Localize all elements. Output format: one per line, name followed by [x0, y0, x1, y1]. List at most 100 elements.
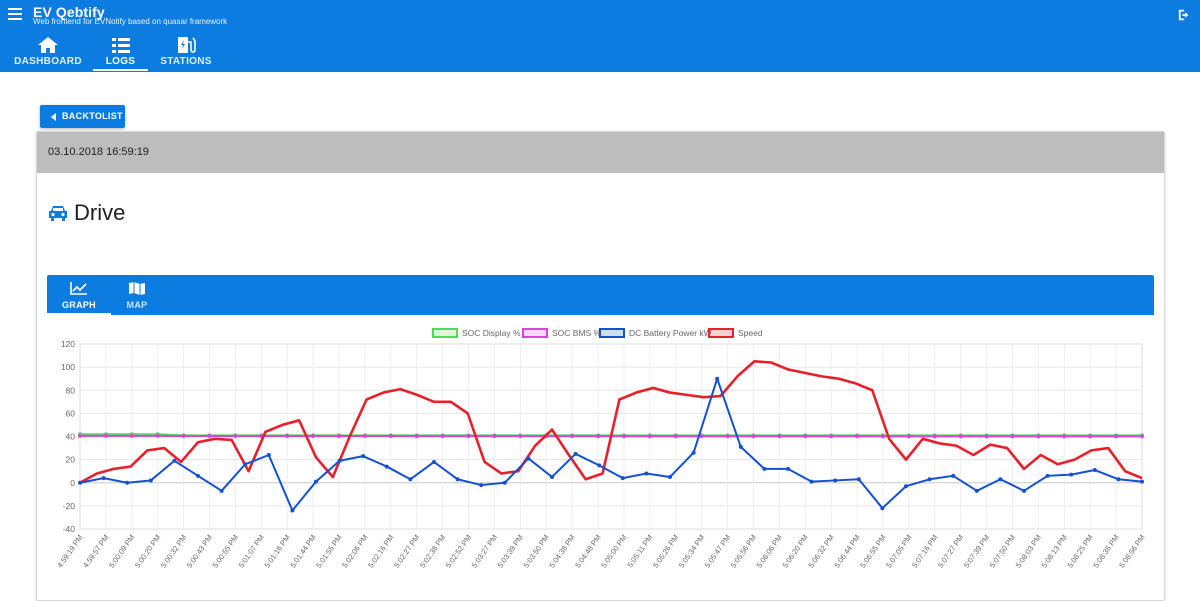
data-point — [467, 434, 471, 438]
data-point — [220, 489, 224, 493]
tab-graph[interactable]: GRAPH — [47, 275, 111, 315]
data-point — [880, 506, 884, 510]
legend-label: DC Battery Power kW — [629, 328, 712, 338]
data-point — [1036, 434, 1040, 438]
data-point — [290, 509, 294, 513]
legend-label: SOC Display % — [462, 328, 521, 338]
data-point — [951, 474, 955, 478]
legend-label: Speed — [738, 328, 763, 338]
tab-logs[interactable]: LOGS — [93, 34, 148, 72]
data-point — [810, 480, 814, 484]
data-point — [456, 477, 460, 481]
data-point — [777, 434, 781, 438]
data-point — [644, 472, 648, 476]
list-icon — [110, 36, 132, 54]
back-button-label: BACKTOLIST — [62, 111, 123, 121]
x-tick-label: 5:08:56 PM — [1117, 533, 1146, 570]
tab-label: GRAPH — [47, 300, 111, 310]
data-point — [668, 475, 672, 479]
data-point — [715, 377, 719, 381]
x-tick-label: 5:05:11 PM — [625, 533, 654, 569]
series-line — [80, 379, 1142, 511]
data-point — [1069, 473, 1073, 477]
data-point — [739, 445, 743, 449]
tab-label: LOGS — [93, 56, 148, 67]
charging-station-icon — [175, 36, 197, 54]
data-point — [857, 477, 861, 481]
data-point — [338, 459, 342, 463]
data-point — [172, 459, 176, 463]
data-point — [408, 477, 412, 481]
app-header: EV Qebtify Web frontend for EVNotify bas… — [0, 0, 1200, 72]
home-icon — [37, 36, 59, 54]
data-point — [674, 434, 678, 438]
data-point — [156, 434, 160, 438]
data-point — [596, 434, 600, 438]
data-point — [503, 481, 507, 485]
data-point — [208, 434, 212, 438]
tab-map[interactable]: MAP — [105, 275, 169, 315]
data-point — [337, 434, 341, 438]
data-point — [622, 434, 626, 438]
data-point — [881, 434, 885, 438]
data-point — [751, 434, 755, 438]
data-point — [1140, 480, 1144, 484]
y-tick-label: -40 — [63, 524, 76, 534]
data-point — [385, 465, 389, 469]
data-point — [1046, 474, 1050, 478]
y-tick-label: 100 — [61, 362, 75, 372]
data-point — [233, 434, 237, 438]
legend-swatch — [523, 329, 547, 337]
caret-left-icon — [51, 113, 56, 121]
data-point — [762, 467, 766, 471]
logout-icon[interactable] — [1178, 8, 1192, 22]
tab-dashboard[interactable]: DASHBOARD — [12, 34, 84, 72]
data-point — [432, 460, 436, 464]
data-point — [104, 434, 108, 438]
menu-icon[interactable] — [8, 8, 22, 22]
data-point — [1114, 434, 1118, 438]
data-point — [311, 434, 315, 438]
data-point — [985, 434, 989, 438]
data-point — [285, 434, 289, 438]
data-point — [621, 476, 625, 480]
back-to-list-button[interactable]: BACKTOLIST — [40, 105, 125, 128]
data-point — [130, 434, 134, 438]
data-point — [479, 483, 483, 487]
data-point — [570, 434, 574, 438]
data-point — [243, 462, 247, 466]
data-point — [803, 434, 807, 438]
data-point — [975, 489, 979, 493]
data-point — [1116, 477, 1120, 481]
legend-label: SOC BMS % — [552, 328, 602, 338]
tab-label: MAP — [105, 300, 169, 310]
data-point — [855, 434, 859, 438]
data-point — [1088, 434, 1092, 438]
y-tick-label: 20 — [66, 455, 76, 465]
data-point — [526, 456, 530, 460]
log-datetime: 03.10.2018 16:59:19 — [48, 146, 149, 158]
app-subtitle: Web frontend for EVNotify based on quasa… — [33, 17, 227, 26]
data-point — [78, 434, 82, 438]
y-tick-label: 40 — [66, 432, 76, 442]
legend-swatch — [709, 329, 733, 337]
data-point — [726, 434, 730, 438]
tab-label: DASHBOARD — [12, 56, 84, 67]
data-point — [833, 478, 837, 482]
data-point — [597, 463, 601, 467]
tab-stations[interactable]: STATIONS — [156, 34, 216, 72]
data-point — [125, 481, 129, 485]
data-point — [1062, 434, 1066, 438]
data-point — [314, 480, 318, 484]
data-point — [182, 434, 186, 438]
data-point — [196, 474, 200, 478]
y-tick-label: 80 — [66, 385, 76, 395]
data-point — [1093, 468, 1097, 472]
y-tick-label: 60 — [66, 408, 76, 418]
data-point — [78, 481, 82, 485]
data-point — [692, 451, 696, 455]
tab-label: STATIONS — [156, 56, 216, 67]
data-point — [267, 453, 271, 457]
data-point — [102, 476, 106, 480]
